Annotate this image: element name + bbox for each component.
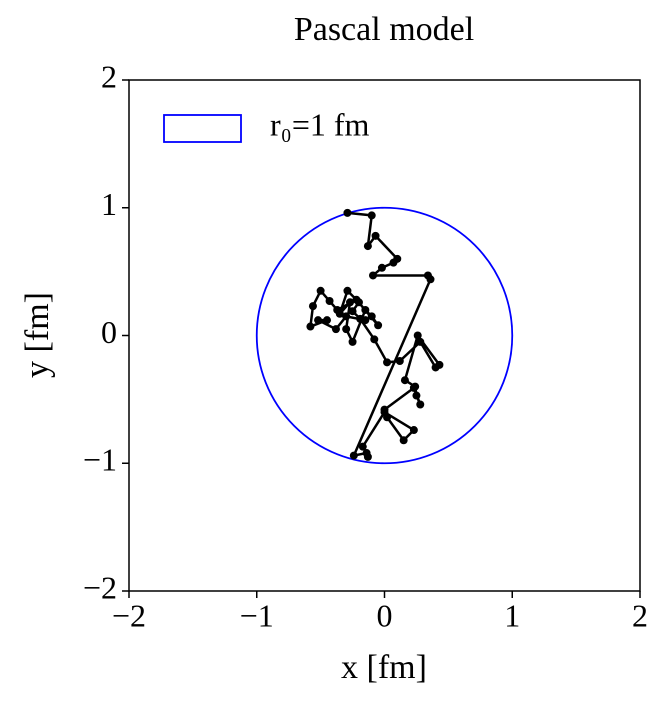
- boundary-circle: [255, 206, 514, 465]
- walk-point: [348, 337, 357, 346]
- walk-point: [399, 436, 408, 445]
- y-tick-label: 2: [101, 58, 117, 94]
- walk-point: [342, 312, 351, 321]
- y-tick-label: 1: [101, 186, 117, 222]
- walk-point: [411, 382, 420, 391]
- walk-point: [363, 242, 372, 251]
- walk-point: [348, 307, 357, 316]
- walk-point: [361, 305, 370, 314]
- walk-point: [314, 316, 323, 325]
- walk-point: [323, 316, 332, 325]
- walk-point: [395, 357, 404, 366]
- walk-point: [416, 400, 425, 409]
- walk-point: [331, 325, 340, 334]
- y-axis-label: y [fm]: [19, 292, 56, 378]
- y-tick-label: −2: [83, 569, 117, 605]
- plot-frame: [128, 79, 641, 592]
- walk-point: [377, 263, 386, 272]
- walk-point: [363, 452, 372, 461]
- walk-point: [413, 331, 422, 340]
- walk-point: [380, 405, 389, 414]
- walk-point: [349, 451, 358, 460]
- walk-point: [374, 321, 383, 330]
- walk-point: [412, 391, 421, 400]
- walk-point: [343, 208, 352, 217]
- walk-point: [346, 298, 355, 307]
- walk-point: [308, 302, 317, 311]
- y-tick-label: −1: [83, 442, 117, 478]
- walk-point: [367, 211, 376, 220]
- walk-point: [361, 316, 370, 325]
- x-tick-label: −2: [112, 597, 146, 633]
- walk-point: [343, 286, 352, 295]
- x-tick-label: 1: [504, 597, 520, 633]
- walk-point: [306, 322, 315, 331]
- walk-point: [370, 335, 379, 344]
- walk-point: [342, 325, 351, 334]
- walk-point: [316, 286, 325, 295]
- legend-swatch: [163, 114, 242, 143]
- walk-point: [333, 305, 342, 314]
- walk-point: [389, 258, 398, 267]
- walk-point: [371, 231, 380, 240]
- walk-point: [383, 358, 392, 367]
- x-tick-label: 2: [632, 597, 648, 633]
- walk-point: [325, 297, 334, 306]
- x-axis-label: x [fm]: [341, 649, 427, 686]
- walk-point: [426, 275, 435, 284]
- walk-point: [431, 363, 440, 372]
- walk-point: [383, 413, 392, 422]
- x-tick-label: 0: [377, 597, 393, 633]
- walk-point: [352, 295, 361, 304]
- walk-point: [400, 376, 409, 385]
- x-tick-label: −1: [240, 597, 274, 633]
- y-tick-label: 0: [101, 314, 117, 350]
- legend-label: r₀=1 fm: [270, 106, 370, 142]
- walk-point: [367, 312, 376, 321]
- walk-point: [409, 426, 418, 435]
- walk-point: [416, 337, 425, 346]
- walk-point: [358, 442, 367, 451]
- chart-title: Pascal model: [294, 11, 474, 48]
- walk-point: [369, 271, 378, 280]
